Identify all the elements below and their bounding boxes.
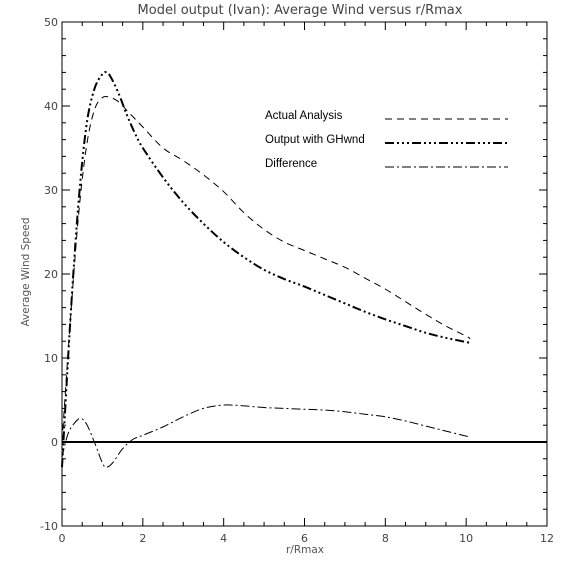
- y-tick-label: 20: [44, 268, 58, 281]
- chart-title: Model output (Ivan): Average Wind versus…: [138, 3, 463, 18]
- legend-label: Output with GHwnd: [265, 134, 365, 146]
- y-tick-label: 0: [51, 436, 58, 449]
- x-tick-label: 0: [59, 532, 66, 545]
- x-tick-label: 6: [301, 532, 308, 545]
- legend-label: Actual Analysis: [265, 110, 343, 122]
- y-tick-label: 40: [44, 100, 58, 113]
- x-tick-label: 10: [459, 532, 473, 545]
- series-output-ghwnd: [61, 71, 471, 468]
- y-tick-label: 10: [44, 352, 58, 365]
- series-group: [61, 71, 471, 468]
- x-tick-label: 2: [139, 532, 146, 545]
- x-tick-label: 8: [382, 532, 389, 545]
- x-axis-label: r/Rmax: [286, 544, 324, 556]
- legend-label: Difference: [265, 158, 317, 170]
- legend: Actual Analysis Output with GHwnd Differen…: [265, 110, 508, 170]
- y-tick-label: 30: [44, 184, 58, 197]
- series-difference: [61, 404, 471, 468]
- y-tick-label: 50: [44, 16, 58, 29]
- plot-area-frame: [61, 21, 548, 527]
- y-tick-label: -10: [40, 520, 58, 533]
- x-tick-label: 4: [220, 532, 227, 545]
- y-axis-label: Average Wind Speed: [20, 217, 32, 326]
- series-actual-analysis: [61, 95, 471, 443]
- x-tick-label: 12: [540, 532, 554, 545]
